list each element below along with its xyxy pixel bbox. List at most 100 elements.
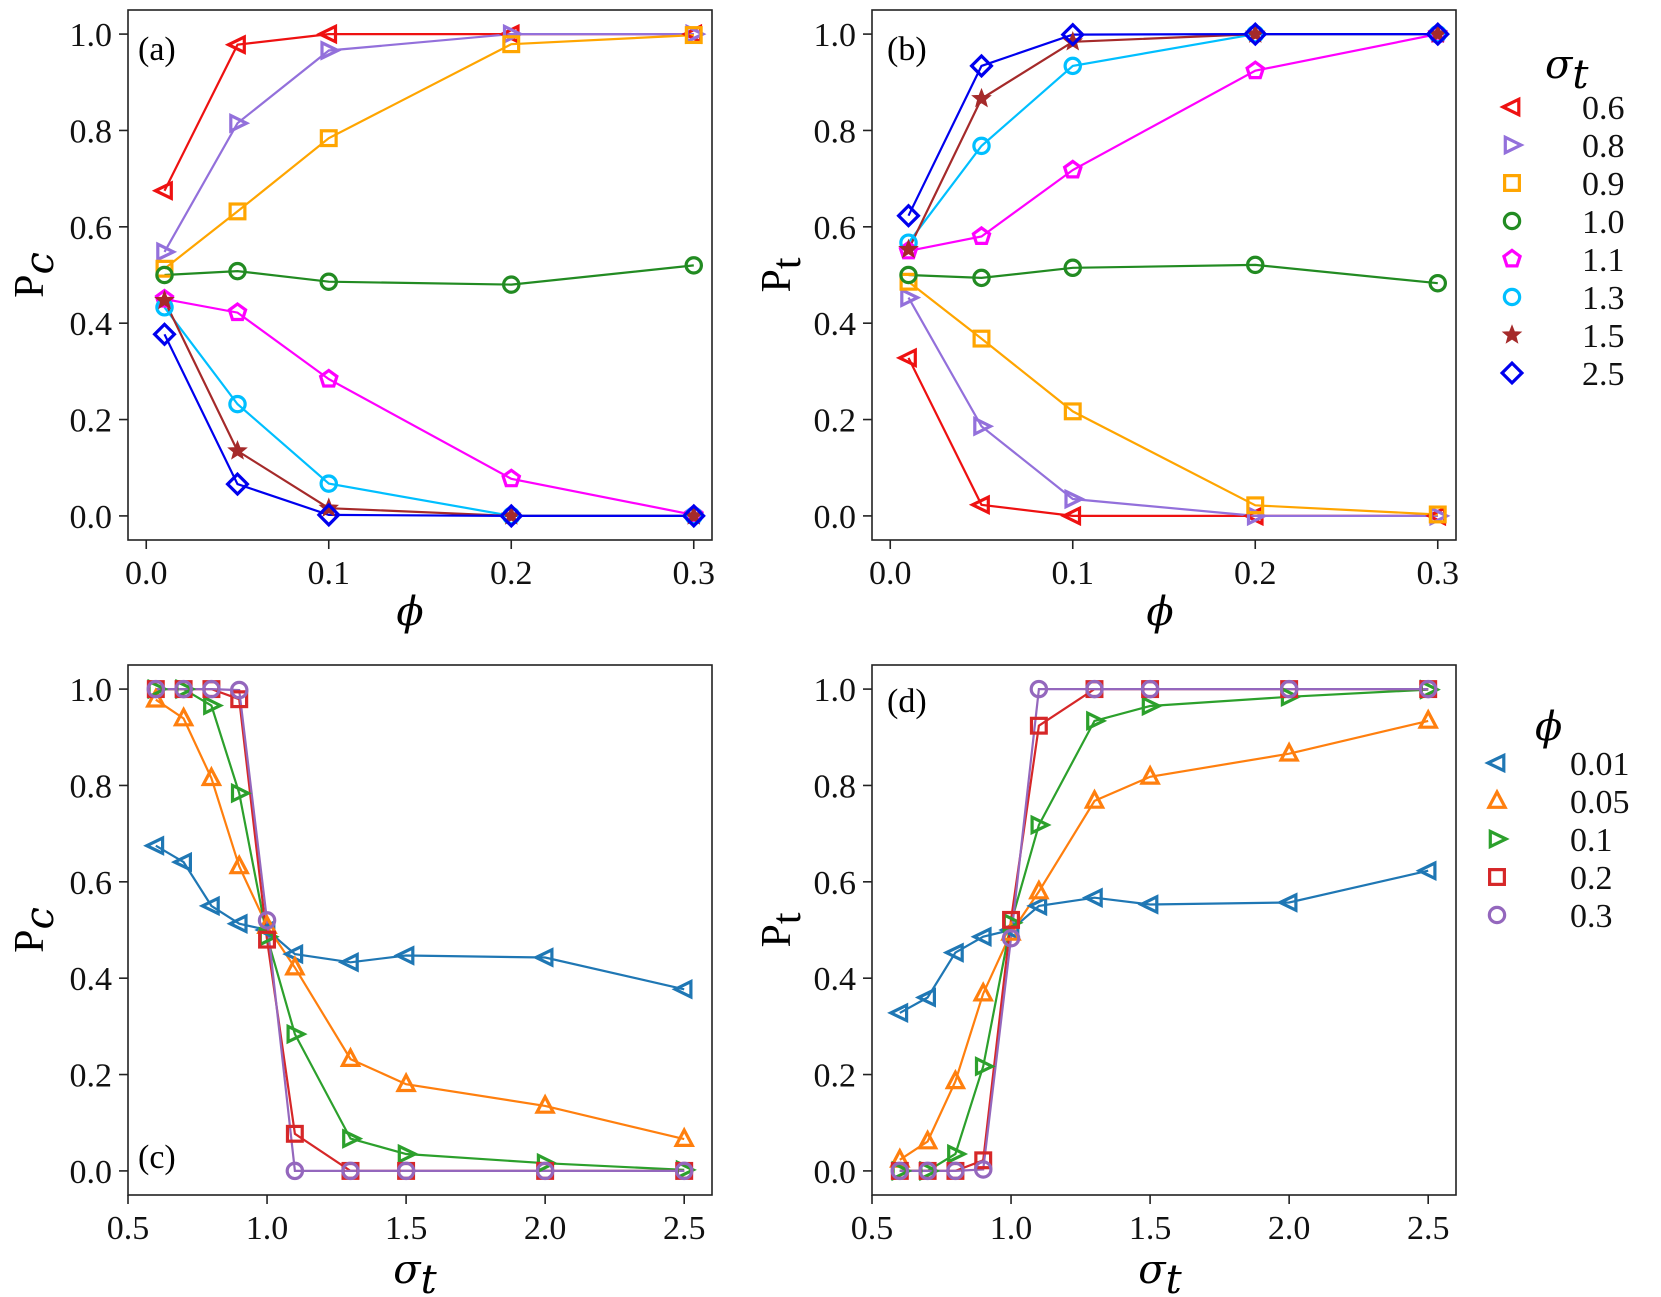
data-point bbox=[887, 1002, 909, 1024]
data-point bbox=[316, 502, 341, 528]
x-tick-label: 1.0 bbox=[990, 1210, 1033, 1247]
panel-b: 0.0 0.1 0.2 0.3 0.0 0.2 0.4 0.6 0.8 1.0 (b) ϕ Pt bbox=[754, 9, 1459, 635]
y-tick-label: 0.8 bbox=[814, 113, 857, 150]
legend-sigma: σt 0.60.80.91.01.11.31.52.5 bbox=[1499, 42, 1625, 393]
y-tick-label: 0.2 bbox=[70, 1058, 113, 1095]
data-point bbox=[1083, 788, 1106, 809]
data-point bbox=[1030, 814, 1052, 836]
x-axis-title: σt bbox=[393, 1247, 437, 1297]
axis-ticks: 0.5 1.0 1.5 2.0 2.5 0.0 0.2 0.4 0.6 0.8 1.0 bbox=[814, 672, 1450, 1247]
data-point bbox=[285, 1161, 305, 1181]
data-point bbox=[225, 471, 250, 497]
y-tick-label: 0.2 bbox=[814, 403, 857, 440]
data-point bbox=[684, 256, 703, 275]
data-point bbox=[673, 1126, 695, 1148]
data-point bbox=[319, 474, 339, 493]
series-line-0.1 bbox=[899, 688, 1429, 1173]
data-series bbox=[151, 23, 707, 529]
y-tick-label: 0.6 bbox=[814, 210, 857, 247]
data-point bbox=[972, 136, 991, 156]
x-tick-label: 1.5 bbox=[1129, 1210, 1172, 1247]
y-tick-label: 1.0 bbox=[70, 672, 113, 709]
data-point bbox=[974, 1056, 996, 1077]
legend-title-main: σ bbox=[1545, 42, 1574, 88]
data-point bbox=[143, 835, 165, 856]
y-tick-label: 0.0 bbox=[814, 499, 857, 536]
y-axis-title: Pc bbox=[7, 252, 63, 298]
data-point bbox=[918, 1161, 937, 1181]
data-point bbox=[535, 1161, 555, 1181]
series-line-1.1 bbox=[164, 298, 695, 516]
data-point bbox=[968, 494, 990, 516]
data-point bbox=[1245, 60, 1266, 80]
plot-frame bbox=[871, 9, 1457, 541]
data-point bbox=[916, 1129, 939, 1150]
data-point bbox=[969, 53, 994, 79]
legend-label: 0.1 bbox=[1570, 822, 1613, 859]
data-point bbox=[895, 347, 917, 369]
y-tick-label: 0.2 bbox=[814, 1058, 857, 1095]
plot-frame bbox=[127, 9, 713, 541]
y-axis-title-main: P bbox=[7, 275, 53, 298]
x-tick-label: 2.0 bbox=[524, 1210, 567, 1247]
data-point bbox=[198, 895, 220, 917]
data-point bbox=[900, 287, 922, 308]
legend-label: 0.01 bbox=[1570, 746, 1630, 783]
data-point bbox=[971, 87, 992, 108]
x-tick-label: 0.0 bbox=[869, 555, 912, 592]
legend-marker-1.3 bbox=[1502, 287, 1522, 307]
legend-label: 1.1 bbox=[1582, 242, 1625, 279]
data-point bbox=[1063, 402, 1082, 421]
data-point bbox=[1063, 258, 1082, 278]
series-line-0.01 bbox=[155, 844, 685, 991]
data-point bbox=[230, 690, 249, 709]
data-point bbox=[1279, 679, 1299, 699]
x-axis-title-main: σ bbox=[1138, 1247, 1167, 1293]
axis-ticks: 0.0 0.1 0.2 0.3 0.0 0.2 0.4 0.6 0.8 1.0 bbox=[70, 17, 716, 592]
legend-label: 0.2 bbox=[1570, 860, 1613, 897]
y-axis-title: Pt bbox=[754, 257, 810, 292]
data-point bbox=[1140, 679, 1160, 699]
data-point bbox=[320, 40, 342, 61]
y-tick-label: 0.6 bbox=[70, 865, 113, 902]
y-axis-title-main: P bbox=[754, 269, 800, 292]
data-point bbox=[671, 979, 693, 1000]
series-line-0.3 bbox=[155, 687, 685, 1173]
data-point bbox=[393, 945, 415, 966]
data-point bbox=[534, 1093, 556, 1114]
x-tick-label: 0.5 bbox=[107, 1210, 150, 1247]
series-line-2.5 bbox=[163, 333, 694, 518]
series-line-1.0 bbox=[908, 263, 1438, 285]
legend-marker-0.8 bbox=[1503, 134, 1525, 156]
panel-label: (d) bbox=[887, 683, 927, 720]
data-point bbox=[227, 440, 248, 460]
data-point bbox=[228, 202, 247, 221]
x-tick-label: 0.1 bbox=[1052, 555, 1095, 592]
data-point bbox=[972, 268, 991, 288]
axis-ticks: 0.5 1.0 1.5 2.0 2.5 0.0 0.2 0.4 0.6 0.8 1.0 bbox=[70, 672, 706, 1247]
data-point bbox=[154, 289, 175, 310]
data-point bbox=[342, 1128, 364, 1149]
y-tick-label: 0.0 bbox=[70, 1154, 113, 1191]
y-tick-label: 0.0 bbox=[70, 499, 113, 536]
data-point bbox=[1064, 488, 1086, 510]
series-line-0.9 bbox=[163, 34, 694, 270]
panel-label: (a) bbox=[138, 31, 176, 68]
data-point bbox=[1002, 910, 1021, 929]
series-line-0.3 bbox=[899, 687, 1429, 1173]
panel-a: 0.0 0.1 0.2 0.3 0.0 0.2 0.4 0.6 0.8 1.0 (a) ϕ Pc bbox=[7, 9, 716, 635]
data-point bbox=[202, 679, 221, 699]
data-point bbox=[684, 26, 703, 45]
data-point bbox=[1081, 887, 1103, 908]
series-line-0.01 bbox=[899, 869, 1429, 1014]
data-point bbox=[1428, 273, 1447, 293]
y-tick-label: 0.6 bbox=[70, 210, 113, 247]
data-point bbox=[170, 851, 192, 873]
panel-label: (b) bbox=[887, 31, 927, 68]
legend-title: σt bbox=[1545, 42, 1589, 98]
data-point bbox=[337, 952, 359, 973]
data-point bbox=[226, 913, 248, 934]
legend-entries: 0.60.80.91.01.11.31.52.5 bbox=[1499, 90, 1625, 393]
legend-marker-0.1 bbox=[1488, 828, 1510, 850]
